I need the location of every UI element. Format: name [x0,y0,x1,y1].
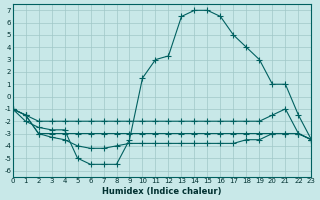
X-axis label: Humidex (Indice chaleur): Humidex (Indice chaleur) [102,187,222,196]
